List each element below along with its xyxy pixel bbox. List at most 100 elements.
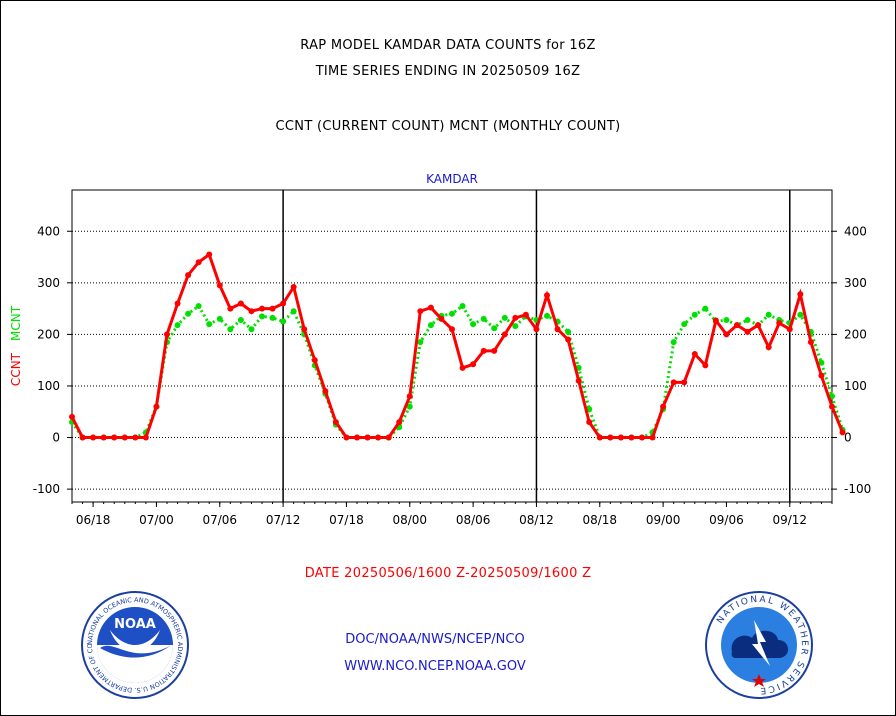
data-point-ccnt: [438, 315, 445, 322]
data-point-ccnt: [206, 251, 213, 258]
data-point-ccnt: [628, 434, 635, 441]
data-point-mcnt: [691, 311, 698, 318]
data-point-ccnt: [227, 305, 234, 312]
noaa-logo: NOAA NATIONAL OCEANIC AND ATMOSPHERIC AD…: [80, 590, 189, 699]
data-point-ccnt: [755, 322, 762, 329]
data-point-mcnt: [427, 322, 434, 329]
plot-area: [71, 189, 833, 503]
data-point-ccnt: [660, 403, 667, 410]
data-point-ccnt: [132, 434, 139, 441]
data-point-mcnt: [185, 310, 192, 317]
data-point-ccnt: [797, 291, 804, 298]
data-point-ccnt: [164, 331, 170, 338]
data-point-ccnt: [111, 434, 118, 441]
y-tick-label-left: 100: [37, 379, 60, 393]
footer-url-link[interactable]: WWW.NCO.NCEP.NOAA.GOV: [344, 659, 526, 674]
y-axis-label-mcnt: MCNT: [9, 305, 23, 341]
data-point-ccnt: [343, 434, 350, 441]
nws-logo: NATIONAL WEATHER SERVICE: [705, 591, 813, 699]
data-point-ccnt: [174, 300, 181, 307]
data-point-ccnt: [237, 300, 244, 307]
data-point-ccnt: [533, 326, 540, 333]
data-point-ccnt: [586, 419, 593, 426]
data-point-mcnt: [227, 326, 234, 333]
data-point-ccnt: [681, 379, 688, 386]
header-title: RAP MODEL KAMDAR DATA COUNTS for 16Z: [300, 38, 596, 53]
x-tick-label: 07/00: [139, 513, 174, 527]
data-point-ccnt: [427, 304, 434, 311]
data-point-ccnt: [734, 322, 740, 329]
data-point-ccnt: [142, 434, 149, 441]
data-point-ccnt: [259, 305, 265, 312]
y-tick-label-right: 300: [844, 276, 867, 290]
data-point-ccnt: [406, 393, 413, 400]
data-point-ccnt: [280, 300, 287, 307]
data-point-ccnt: [807, 339, 814, 346]
data-point-mcnt: [206, 321, 213, 328]
data-point-ccnt: [702, 362, 709, 369]
data-point-ccnt: [100, 434, 107, 441]
data-point-ccnt: [670, 379, 677, 386]
x-tick-label: 08/06: [456, 513, 491, 527]
x-tick-label: 07/12: [266, 513, 301, 527]
data-point-ccnt: [829, 403, 835, 410]
data-point-ccnt: [765, 344, 772, 351]
data-point-ccnt: [786, 326, 793, 333]
x-tick-label: 08/18: [582, 513, 617, 527]
data-point-mcnt: [723, 316, 730, 323]
x-tick-label: 06/18: [76, 513, 111, 527]
data-point-mcnt: [459, 303, 466, 310]
data-point-ccnt: [480, 347, 487, 354]
data-point-ccnt: [121, 434, 128, 441]
x-tick-label: 09/12: [772, 513, 807, 527]
data-point-mcnt: [269, 314, 276, 321]
data-point-ccnt: [744, 328, 751, 335]
header-legend-text: CCNT (CURRENT COUNT) MCNT (MONTHLY COUNT…: [275, 119, 621, 134]
data-point-ccnt: [322, 388, 329, 395]
y-tick-label-left: -100: [33, 482, 60, 496]
y-tick-label-left: 300: [37, 276, 60, 290]
data-point-ccnt: [311, 357, 318, 364]
y-axis-label: CCNT MCNT: [9, 305, 23, 386]
date-range: DATE 20250506/1600 Z-20250509/1600 Z: [304, 566, 592, 581]
data-point-ccnt: [364, 434, 371, 441]
data-point-ccnt: [153, 403, 160, 410]
data-point-ccnt: [216, 282, 223, 289]
data-point-mcnt: [491, 325, 498, 332]
x-tick-label: 07/18: [329, 513, 364, 527]
x-tick-label: 07/06: [202, 513, 237, 527]
data-point-mcnt: [470, 321, 477, 328]
data-point-ccnt: [459, 364, 466, 371]
data-point-ccnt: [470, 361, 477, 368]
data-point-ccnt: [544, 292, 550, 299]
data-point-ccnt: [375, 434, 382, 441]
data-point-ccnt: [818, 372, 825, 379]
data-point-mcnt: [681, 321, 688, 328]
data-point-ccnt: [512, 314, 519, 321]
data-point-mcnt: [818, 359, 825, 366]
data-point-ccnt: [639, 434, 645, 441]
data-point-ccnt: [185, 272, 192, 279]
data-point-ccnt: [723, 331, 730, 338]
data-point-ccnt: [522, 311, 529, 318]
data-point-ccnt: [596, 434, 603, 441]
data-point-mcnt: [544, 312, 550, 319]
y-tick-label-right: 400: [844, 224, 867, 238]
data-point-ccnt: [575, 377, 582, 384]
y-tick-label-right: 100: [844, 379, 867, 393]
data-point-ccnt: [449, 326, 455, 333]
data-point-mcnt: [501, 314, 508, 321]
data-point-ccnt: [491, 347, 498, 354]
data-point-ccnt: [501, 331, 508, 338]
y-tick-label-left: 200: [37, 327, 60, 341]
data-point-ccnt: [385, 434, 392, 441]
footer-org-link[interactable]: DOC/NOAA/NWS/NCEP/NCO: [345, 632, 525, 647]
x-tick-label: 09/06: [709, 513, 744, 527]
data-point-mcnt: [280, 318, 287, 325]
data-point-mcnt: [417, 339, 424, 346]
data-point-mcnt: [765, 311, 772, 318]
data-point-mcnt: [248, 326, 255, 333]
data-point-ccnt: [776, 320, 783, 327]
header-subtitle: TIME SERIES ENDING IN 20250509 16Z: [315, 64, 581, 79]
data-point-ccnt: [79, 434, 86, 441]
